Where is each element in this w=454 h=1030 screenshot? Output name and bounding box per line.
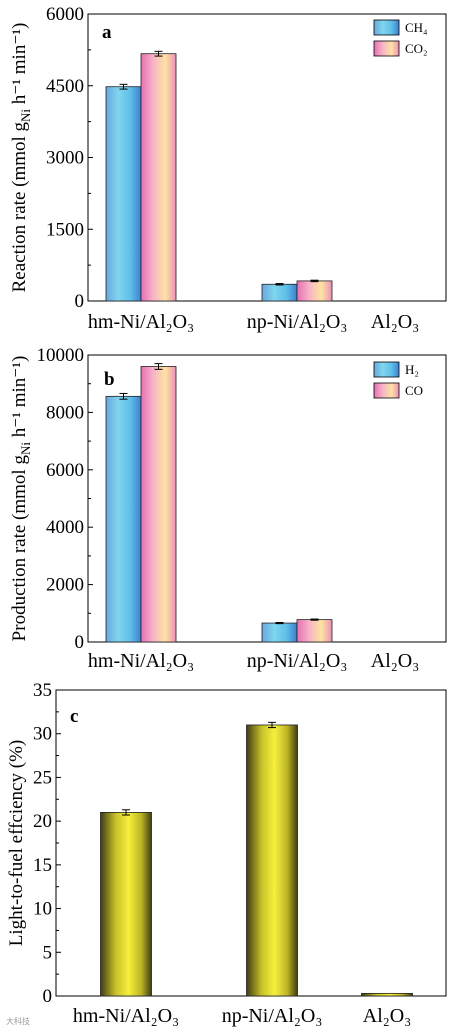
y-tick-label: 5	[43, 942, 53, 963]
bar	[296, 280, 333, 302]
y-tick-label: 6000	[46, 4, 84, 25]
y-tick-label: 15	[33, 855, 52, 876]
y-tick-label: 4500	[46, 76, 84, 97]
bar	[105, 86, 142, 302]
bar	[261, 283, 298, 302]
x-tick-label: hm-Ni/Al₂O₃	[88, 650, 194, 672]
panel-a: 0 1500 3000 4500 6000 Reaction rate (mmol gNi…	[9, 4, 447, 333]
y-axis-label: Reaction rate (mmol gNi h⁻¹ min⁻¹)	[9, 23, 33, 293]
bar	[261, 622, 298, 643]
y-tick-label: 8000	[46, 402, 84, 423]
legend-swatch	[373, 361, 400, 378]
legend-label: CO	[405, 383, 423, 398]
legend-swatch	[373, 382, 400, 399]
y-tick-label: 0	[43, 986, 53, 1007]
x-tick-label: np-Ni/Al₂O₃	[247, 311, 348, 333]
panel-label: a	[102, 22, 112, 43]
bar	[246, 724, 298, 997]
y-tick-label: 0	[75, 632, 85, 653]
x-tick-label: Al₂O₃	[363, 1005, 411, 1027]
y-tick-label: 2000	[46, 575, 84, 596]
y-tick-label: 35	[33, 680, 52, 701]
x-tick-label: hm-Ni/Al₂O₃	[73, 1005, 179, 1027]
y-tick-label: 10000	[37, 345, 85, 366]
bar	[140, 366, 177, 643]
x-tick-label: np-Ni/Al₂O₃	[222, 1005, 323, 1027]
y-axis-label: Production rate (mmol gNi h⁻¹ min⁻¹)	[9, 356, 33, 642]
bar	[105, 395, 142, 643]
x-tick-label: Al₂O₃	[371, 311, 419, 333]
x-tick-label: Al₂O₃	[371, 650, 419, 672]
legend-swatch	[373, 40, 400, 57]
bar	[140, 53, 177, 302]
y-tick-label: 4000	[46, 517, 84, 538]
legend-swatch	[373, 19, 400, 36]
x-tick-label: hm-Ni/Al₂O₃	[88, 311, 194, 333]
y-axis-label: Light-to-fuel effciency (%)	[6, 740, 27, 946]
legend-label: H₂	[405, 362, 419, 377]
x-tick-label: np-Ni/Al₂O₃	[247, 650, 348, 672]
panel-label: b	[104, 369, 115, 390]
y-tick-label: 10	[33, 899, 52, 920]
panel-c: 0 5 10 15 20 25 30 35 Light-to-fuel effciency (%…	[6, 680, 447, 1027]
y-tick-label: 1500	[46, 219, 84, 240]
legend-label: CH₄	[405, 20, 428, 35]
y-tick-label: 6000	[46, 460, 84, 481]
y-tick-label: 0	[75, 291, 85, 312]
y-tick-label: 25	[33, 767, 52, 788]
bar	[296, 619, 333, 643]
bar	[361, 992, 413, 997]
y-tick-label: 3000	[46, 148, 84, 169]
y-tick-label: 30	[33, 724, 52, 745]
legend-label: CO₂	[405, 41, 428, 56]
y-tick-label: 20	[33, 811, 52, 832]
watermark: 大科技	[6, 1016, 30, 1026]
panel-label: c	[70, 706, 78, 727]
bar	[100, 812, 152, 997]
